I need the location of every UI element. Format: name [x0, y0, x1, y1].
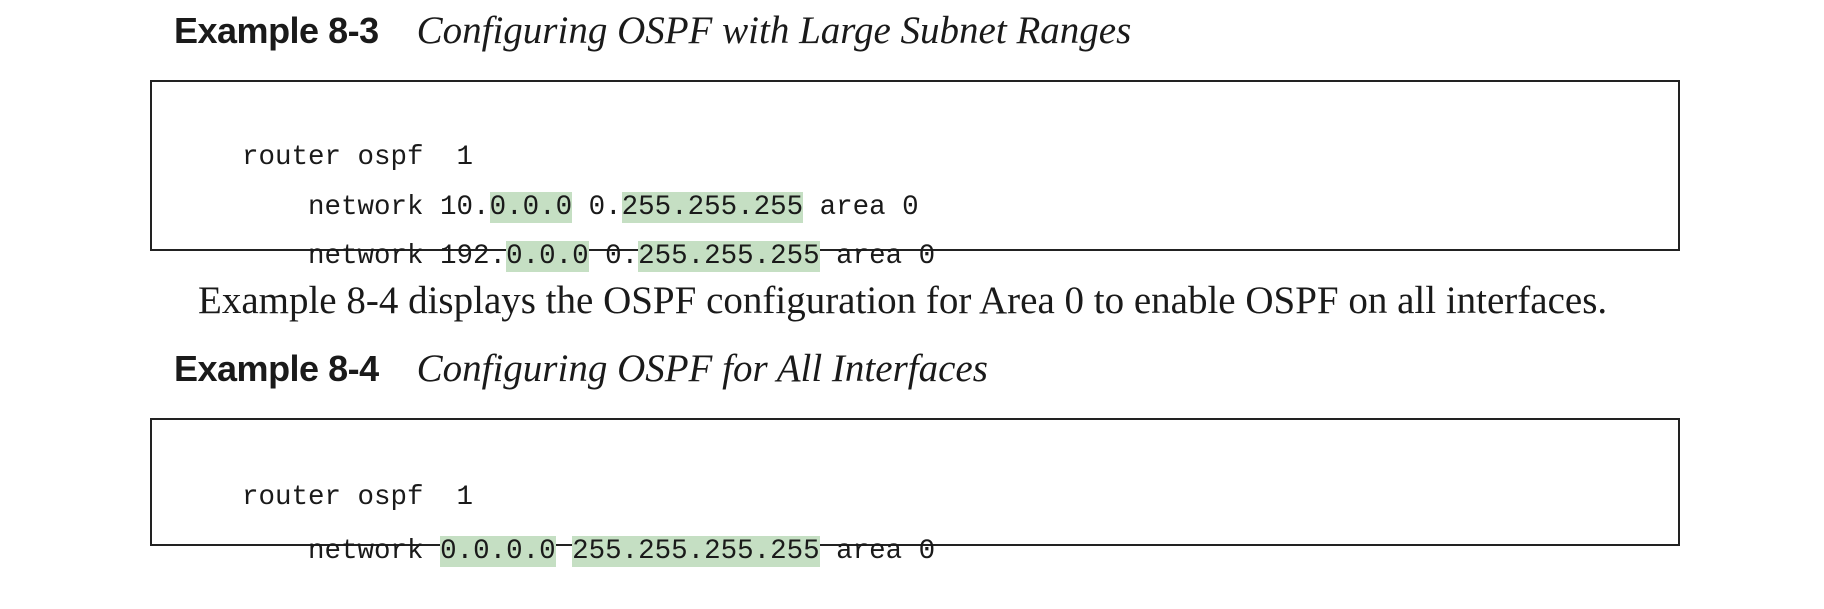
body-paragraph: Example 8-4 displays the OSPF configurat…	[198, 279, 1608, 322]
code-line: network 10.0.0.0 0.255.255.255 area 0	[176, 151, 919, 265]
code-text: network	[242, 536, 441, 567]
highlighted-octets: 0.0.0	[489, 192, 573, 223]
code-text: network 192.	[242, 241, 507, 272]
example-8-3-caption: Example 8-3 Configuring OSPF with Large S…	[174, 8, 1131, 53]
example-title: Configuring OSPF for All Interfaces	[416, 347, 988, 390]
code-text: router ospf 1	[242, 482, 474, 513]
example-title: Configuring OSPF with Large Subnet Range…	[416, 9, 1132, 52]
code-block-8-4: router ospf 1 network 0.0.0.0 255.255.25…	[150, 418, 1680, 567]
code-text: area 0	[803, 192, 919, 223]
code-text: area 0	[819, 536, 936, 567]
code-text: router ospf 1	[242, 142, 474, 173]
example-label: Example 8-3	[174, 10, 379, 51]
example-label: Example 8-4	[174, 348, 379, 389]
code-line: network 192.0.0.0 0.255.255.255 area 0	[176, 200, 935, 314]
highlighted-mask: 255.255.255.255	[572, 536, 820, 567]
code-text	[556, 536, 573, 567]
code-line: router ospf 1	[176, 441, 473, 555]
code-line: router ospf 1	[176, 101, 473, 215]
highlighted-octets: 255.255.255	[621, 192, 804, 223]
code-text: 0.	[588, 241, 639, 272]
code-text: network 10.	[242, 192, 490, 223]
highlighted-octets: 255.255.255	[638, 241, 820, 272]
code-block-8-3: router ospf 1 network 10.0.0.0 0.255.255…	[150, 80, 1680, 272]
highlighted-address: 0.0.0.0	[440, 536, 556, 567]
code-text: area 0	[819, 241, 936, 272]
code-text: 0.	[572, 192, 622, 223]
example-8-4-caption: Example 8-4 Configuring OSPF for All Inte…	[174, 346, 988, 391]
code-line: network 0.0.0.0 255.255.255.255 area 0	[176, 495, 935, 609]
highlighted-octets: 0.0.0	[506, 241, 589, 272]
